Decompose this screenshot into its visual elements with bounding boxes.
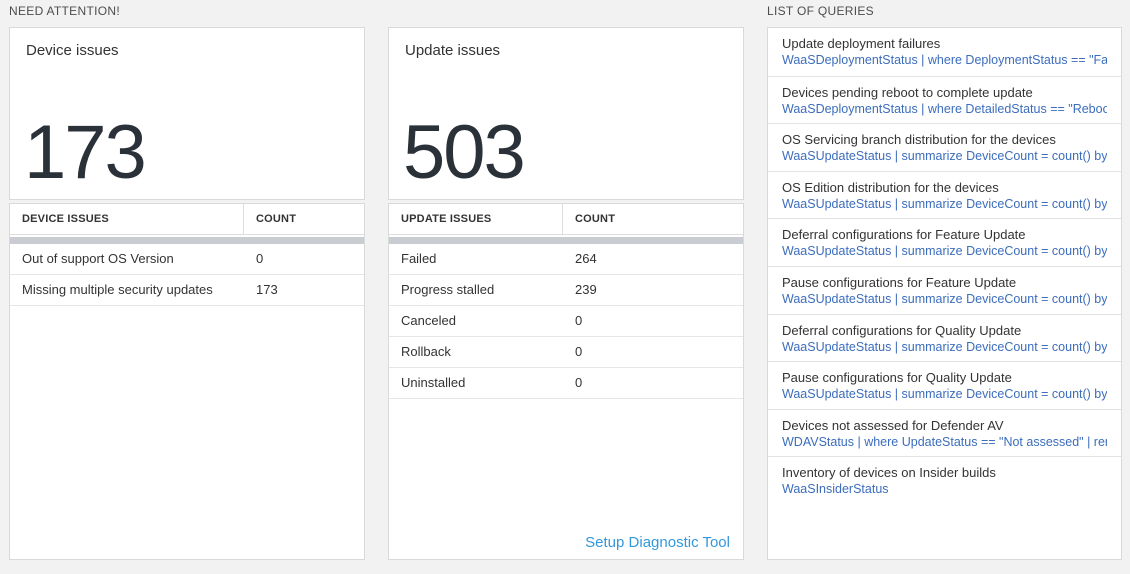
row-label: Uninstalled [401,375,466,390]
device-issues-table-header: DEVICE ISSUES COUNT [10,204,364,235]
query-text[interactable]: WaaSDeploymentStatus | where DetailedSta… [782,101,1107,116]
update-issues-table-card: UPDATE ISSUES COUNT Failed 264 Progress … [388,203,744,560]
query-title: Deferral configurations for Feature Upda… [782,227,1026,243]
list-of-queries-section-label: LIST OF QUERIES [767,4,874,18]
query-text[interactable]: WaaSDeploymentStatus | where DeploymentS… [782,53,1107,67]
setup-diagnostic-tool-link[interactable]: Setup Diagnostic Tool [585,534,730,551]
need-attention-section-label: NEED ATTENTION! [9,4,120,18]
device-issues-column-header: DEVICE ISSUES [10,204,244,234]
update-issues-column-header: UPDATE ISSUES [389,204,563,234]
query-title: Devices pending reboot to complete updat… [782,84,1033,100]
row-label: Progress stalled [401,282,495,297]
update-issues-table-header: UPDATE ISSUES COUNT [389,204,743,235]
query-item[interactable]: Pause configurations for Feature Update … [768,265,1121,314]
row-count: 239 [575,282,597,297]
row-count: 264 [575,251,597,266]
count-column-header: COUNT [575,213,616,225]
table-row[interactable]: Failed 264 [389,244,743,275]
device-issues-count: 173 [24,110,147,195]
query-text[interactable]: WaaSUpdateStatus | summarize DeviceCount… [782,149,1107,164]
row-label: Out of support OS Version [22,251,174,266]
query-text[interactable]: WaaSUpdateStatus | summarize DeviceCount… [782,339,1107,354]
query-text[interactable]: WaaSUpdateStatus | summarize DeviceCount… [782,244,1107,259]
row-label: Failed [401,251,437,266]
row-count: 173 [256,282,278,297]
row-count: 0 [575,344,583,359]
query-title: Inventory of devices on Insider builds [782,465,996,481]
query-title: Devices not assessed for Defender AV [782,417,1004,433]
query-item[interactable]: OS Edition distribution for the devices … [768,170,1121,219]
query-item[interactable]: Devices not assessed for Defender AV WDA… [768,408,1121,457]
query-item[interactable]: Inventory of devices on Insider builds W… [768,456,1121,504]
update-issues-tile[interactable]: Update issues 503 [388,27,744,200]
query-item[interactable]: Devices pending reboot to complete updat… [768,75,1121,124]
table-row[interactable]: Progress stalled 239 [389,275,743,306]
table-row[interactable]: Canceled 0 [389,306,743,337]
query-text[interactable]: WaaSUpdateStatus | summarize DeviceCount… [782,291,1107,306]
device-issues-tile[interactable]: Device issues 173 [9,27,365,200]
count-column-header: COUNT [256,213,297,225]
query-title: Pause configurations for Quality Update [782,370,1012,386]
query-text[interactable]: WaaSUpdateStatus | summarize DeviceCount… [782,387,1107,402]
device-issues-table-card: DEVICE ISSUES COUNT Out of support OS Ve… [9,203,365,560]
row-label: Rollback [401,344,451,359]
query-item[interactable]: Deferral configurations for Quality Upda… [768,313,1121,362]
row-count: 0 [575,313,583,328]
queries-panel: Update deployment failures WaaSDeploymen… [767,27,1122,560]
query-text[interactable]: WaaSInsiderStatus [782,482,889,497]
query-title: Update deployment failures [782,36,941,51]
table-row[interactable]: Uninstalled 0 [389,368,743,399]
row-count: 0 [575,375,583,390]
row-count: 0 [256,251,264,266]
query-item[interactable]: OS Servicing branch distribution for the… [768,123,1121,171]
horizontal-scrollbar[interactable] [10,237,364,244]
query-title: OS Servicing branch distribution for the… [782,132,1056,148]
row-label: Missing multiple security updates [22,282,213,297]
horizontal-scrollbar[interactable] [389,237,743,244]
table-row[interactable]: Out of support OS Version 0 [10,244,364,275]
query-title: Pause configurations for Feature Update [782,274,1017,290]
query-title: Deferral configurations for Quality Upda… [782,322,1022,338]
query-title: OS Edition distribution for the devices [782,179,999,195]
device-issues-tile-title: Device issues [26,42,119,59]
query-item[interactable]: Update deployment failures WaaSDeploymen… [768,28,1121,76]
table-row[interactable]: Missing multiple security updates 173 [10,275,364,306]
table-row[interactable]: Rollback 0 [389,337,743,368]
update-issues-tile-title: Update issues [405,42,501,59]
row-label: Canceled [401,313,456,328]
update-issues-count: 503 [403,110,526,195]
query-text[interactable]: WDAVStatus | where UpdateStatus == "Not … [782,434,1107,449]
query-text[interactable]: WaaSUpdateStatus | summarize DeviceCount… [782,196,1107,211]
query-item[interactable]: Deferral configurations for Feature Upda… [768,218,1121,266]
query-item[interactable]: Pause configurations for Quality Update … [768,361,1121,409]
